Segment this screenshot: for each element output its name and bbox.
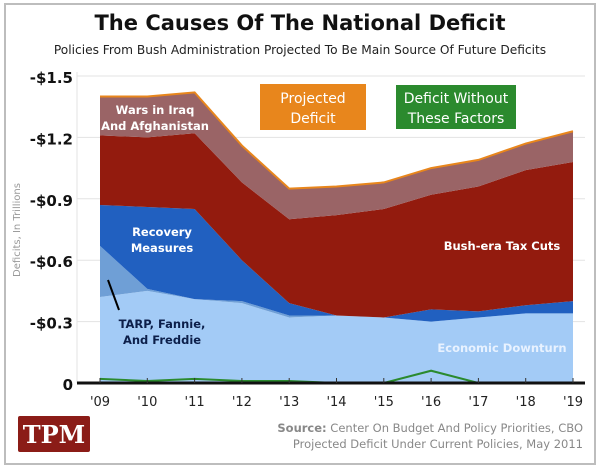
area-economic-downturn	[100, 290, 573, 383]
y-tick-label: -$0.3	[30, 315, 73, 333]
legend-deficit-without: Deficit Without These Factors	[396, 85, 516, 129]
tarp-pointer-line	[107, 279, 120, 311]
x-tick-label: '13	[279, 395, 299, 410]
x-tick-label: '09	[90, 395, 110, 410]
y-tick-label: -$1.2	[30, 130, 73, 148]
y-tick-label: -$1.5	[30, 69, 73, 87]
tpm-logo: TPM	[18, 416, 90, 452]
source-line-2: Projected Deficit Under Current Policies…	[293, 437, 583, 451]
svg-text:TPM: TPM	[23, 420, 85, 449]
label-economic-downturn: Economic Downturn	[437, 341, 566, 355]
y-tick-label: 0	[63, 376, 73, 394]
legend-projected-deficit: Projected Deficit	[260, 84, 366, 130]
label-wars-2: And Afghanistan	[101, 119, 209, 133]
chart-subtitle: Policies From Bush Administration Projec…	[54, 43, 546, 57]
y-tick-label: -$0.9	[30, 192, 73, 210]
x-tick-label: '11	[185, 395, 205, 410]
label-tarp-1: TARP, Fannie,	[119, 317, 206, 331]
line-projected-deficit	[100, 91, 574, 190]
source-line-1: Source: Center On Budget And Policy Prio…	[277, 421, 583, 435]
x-tick-label: '18	[516, 395, 536, 410]
label-wars-1: Wars in Iraq	[116, 103, 195, 117]
area-wars-in-iraq-and-afghanistan	[100, 92, 573, 220]
label-tax-cuts: Bush-era Tax Cuts	[444, 239, 561, 253]
x-tick-label: '17	[468, 395, 488, 410]
legend-projected-line1: Projected	[280, 91, 345, 107]
x-tick-label: '14	[326, 395, 346, 410]
x-tick-label: '10	[137, 395, 157, 410]
area-bush-era-tax-cuts	[100, 133, 573, 318]
y-axis-label: Deficits, In Trillions	[12, 183, 23, 277]
area-recovery-measures	[100, 204, 573, 322]
legend-without-line1: Deficit Without	[404, 91, 509, 107]
chart-title: The Causes Of The National Deficit	[94, 11, 505, 35]
legend-projected-line2: Deficit	[290, 111, 336, 127]
x-tick-label: '15	[374, 395, 394, 410]
label-recovery-1: Recovery	[132, 225, 192, 239]
label-tarp-2: And Freddie	[123, 333, 201, 347]
legend-without-line2: These Factors	[407, 111, 505, 127]
y-tick-label: -$0.6	[30, 253, 73, 271]
x-tick-label: '16	[421, 395, 441, 410]
label-recovery-2: Measures	[131, 241, 194, 255]
x-tick-label: '12	[232, 395, 252, 410]
x-tick-label: '19	[563, 395, 583, 410]
